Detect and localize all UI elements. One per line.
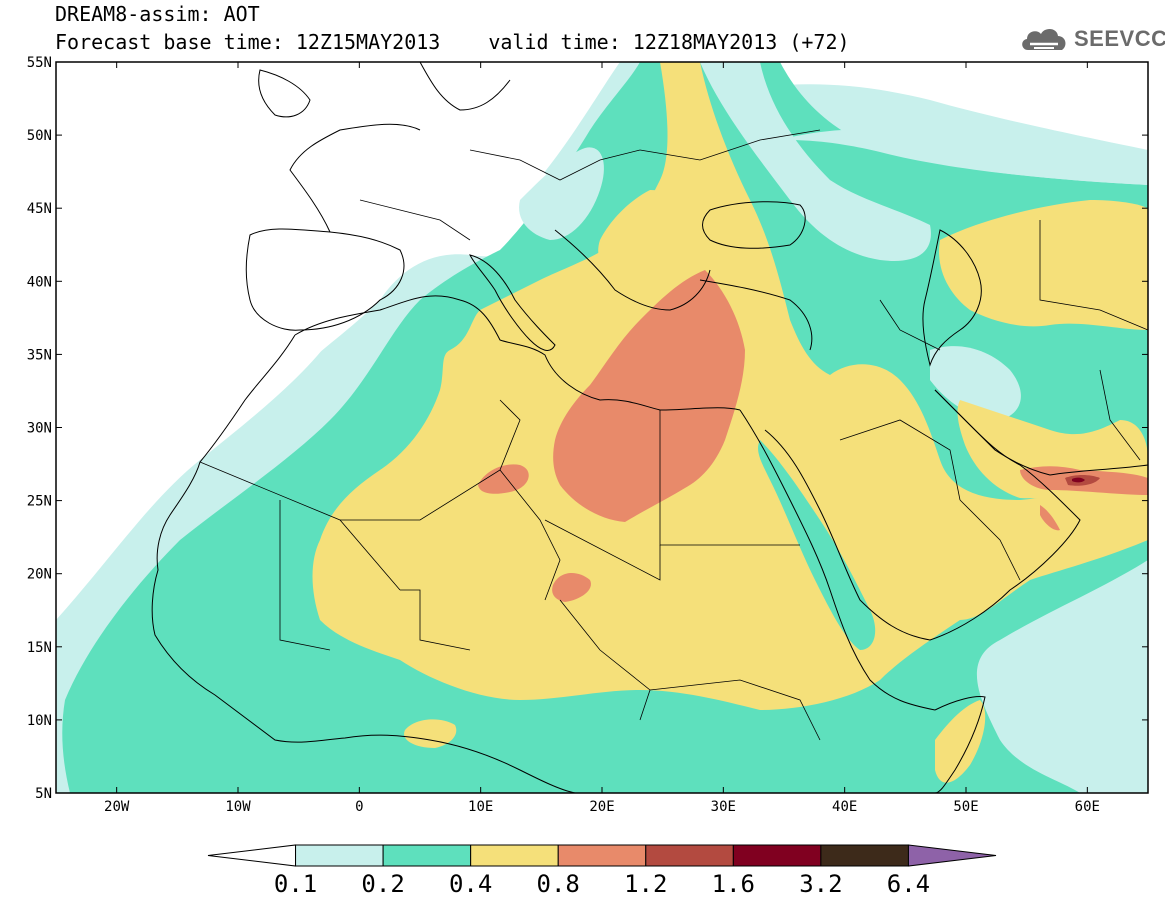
colorbar-label: 0.4 xyxy=(449,870,492,898)
border-kazakhstan xyxy=(1039,220,1148,331)
lat-tick-label: 5N xyxy=(35,786,52,802)
aot-low-europe xyxy=(56,62,1148,610)
aot-0.2-0.4-redsea xyxy=(758,440,876,650)
aot-0.4-0.8-europe xyxy=(598,190,724,288)
coastline-france xyxy=(289,123,421,233)
colorbar-label: 1.2 xyxy=(624,870,667,898)
aot-low-russia xyxy=(780,129,1148,185)
lon-tick-label: 20W xyxy=(104,799,130,815)
colorbar-label: 0.1 xyxy=(274,870,317,898)
colorbar-segment xyxy=(732,844,822,867)
coastline-red-sea-west xyxy=(739,409,936,711)
colorbar-segment-high xyxy=(907,844,997,867)
colorbar-segment xyxy=(470,844,559,867)
lon-tick-label: 20E xyxy=(589,799,614,815)
aot-0.8-1.2-oman xyxy=(1040,505,1060,531)
lat-tick-label: 30N xyxy=(27,421,52,437)
coastline-persian-gulf xyxy=(934,389,1051,476)
coastline-west-africa xyxy=(151,334,576,793)
border-saudi-north xyxy=(839,419,961,501)
border-chad-car xyxy=(559,599,651,721)
lat-tick-label: 55N xyxy=(27,55,52,71)
latitude-axis: 55N 50N 45N 40N 35N 30N 25N 20N 15N 10N 5N xyxy=(27,55,1148,802)
aot-1.6-3.2-arabia xyxy=(1072,477,1085,483)
border-iran-afghanistan xyxy=(1099,369,1141,461)
lon-tick-label: 0 xyxy=(355,799,363,815)
colorbar-segment xyxy=(382,844,472,867)
base-time-label: Forecast base time: 12Z15MAY2013 xyxy=(55,30,441,54)
coastline-arabian-sea xyxy=(1049,464,1148,476)
border-egypt-sudan xyxy=(659,410,800,546)
lat-tick-label: 35N xyxy=(27,347,52,363)
coastline-north-africa xyxy=(294,295,741,411)
coastline-horn-of-africa xyxy=(934,696,986,793)
seevccc-logo: SEEVCCC xyxy=(1018,22,1165,56)
border-central-europe xyxy=(469,149,641,181)
aot-field xyxy=(56,62,1148,793)
aot-0.8-1.2-libya-egypt xyxy=(553,270,745,522)
lat-tick-label: 25N xyxy=(27,494,52,510)
coastline-arabia xyxy=(764,389,1081,641)
map-subtitle: Forecast base time: 12Z15MAY2013 valid ti… xyxy=(55,30,850,54)
lon-tick-label: 10E xyxy=(468,799,493,815)
coastlines xyxy=(151,62,1148,793)
colorbar-label: 6.4 xyxy=(887,870,930,898)
aot-0.8-1.2-chad xyxy=(552,573,591,602)
coastline-black-sea xyxy=(702,201,806,249)
colorbar-label: 0.8 xyxy=(537,870,580,898)
colorbar: 0.1 0.2 0.4 0.8 1.2 1.6 3.2 6.4 xyxy=(207,844,997,898)
valid-time-label: valid time: 12Z18MAY2013 (+72) xyxy=(488,30,850,54)
logo-text: SEEVCCC xyxy=(1074,26,1165,51)
lat-tick-label: 50N xyxy=(27,128,52,144)
coastline-britain xyxy=(258,69,311,118)
coastline-scandinavia xyxy=(419,62,511,111)
coastline-caspian xyxy=(922,229,982,367)
colorbar-segment xyxy=(295,844,384,867)
border-saudi-east xyxy=(959,499,1021,581)
lon-tick-label: 30E xyxy=(711,799,736,815)
map-title: DREAM8-assim: AOT xyxy=(55,2,260,26)
border-niger-south xyxy=(400,589,471,651)
coastline-anatolia xyxy=(699,279,813,351)
lat-tick-label: 45N xyxy=(27,201,52,217)
border-niger-chad xyxy=(499,469,561,601)
aot-0.4-0.8-sahel xyxy=(404,719,457,748)
colorbar-label: 0.2 xyxy=(361,870,404,898)
colorbar-segment-low xyxy=(207,844,297,867)
lat-tick-label: 40N xyxy=(27,274,52,290)
lon-tick-label: 50E xyxy=(953,799,978,815)
coastline-italy xyxy=(469,254,556,351)
lat-tick-label: 15N xyxy=(27,640,52,656)
border-sudan-south xyxy=(649,679,821,741)
longitude-axis: 20W 10W 0 10E 20E 30E 40E 50E 60E xyxy=(104,62,1100,815)
aot-low-caspian xyxy=(930,346,1021,420)
border-france-east xyxy=(359,199,471,241)
lon-tick-label: 40E xyxy=(832,799,857,815)
aot-low-central-europe xyxy=(519,147,604,240)
aot-0.4-0.8-asia xyxy=(939,200,1148,330)
colorbar-segment xyxy=(645,844,734,867)
aot-low-blacksea xyxy=(700,62,931,261)
border-mauritania xyxy=(279,500,331,651)
cloud-logo-icon xyxy=(1022,28,1066,50)
colorbar-label: 1.6 xyxy=(712,870,755,898)
lat-tick-label: 10N xyxy=(27,713,52,729)
country-borders xyxy=(199,129,1148,741)
colorbar-segment xyxy=(557,844,647,867)
coastline-balkans xyxy=(554,229,711,311)
lat-tick-label: 20N xyxy=(27,567,52,583)
border-libya-sudan xyxy=(544,519,661,581)
aot-0.8-1.2-algeria xyxy=(478,464,529,494)
border-turkey-iran xyxy=(879,299,941,351)
colorbar-label: 3.2 xyxy=(799,870,842,898)
lon-tick-label: 10W xyxy=(225,799,251,815)
lon-tick-label: 60E xyxy=(1075,799,1100,815)
aot-0.4-0.8-horn xyxy=(935,700,986,783)
colorbar-segment xyxy=(820,844,909,867)
border-ukraine xyxy=(639,129,821,161)
